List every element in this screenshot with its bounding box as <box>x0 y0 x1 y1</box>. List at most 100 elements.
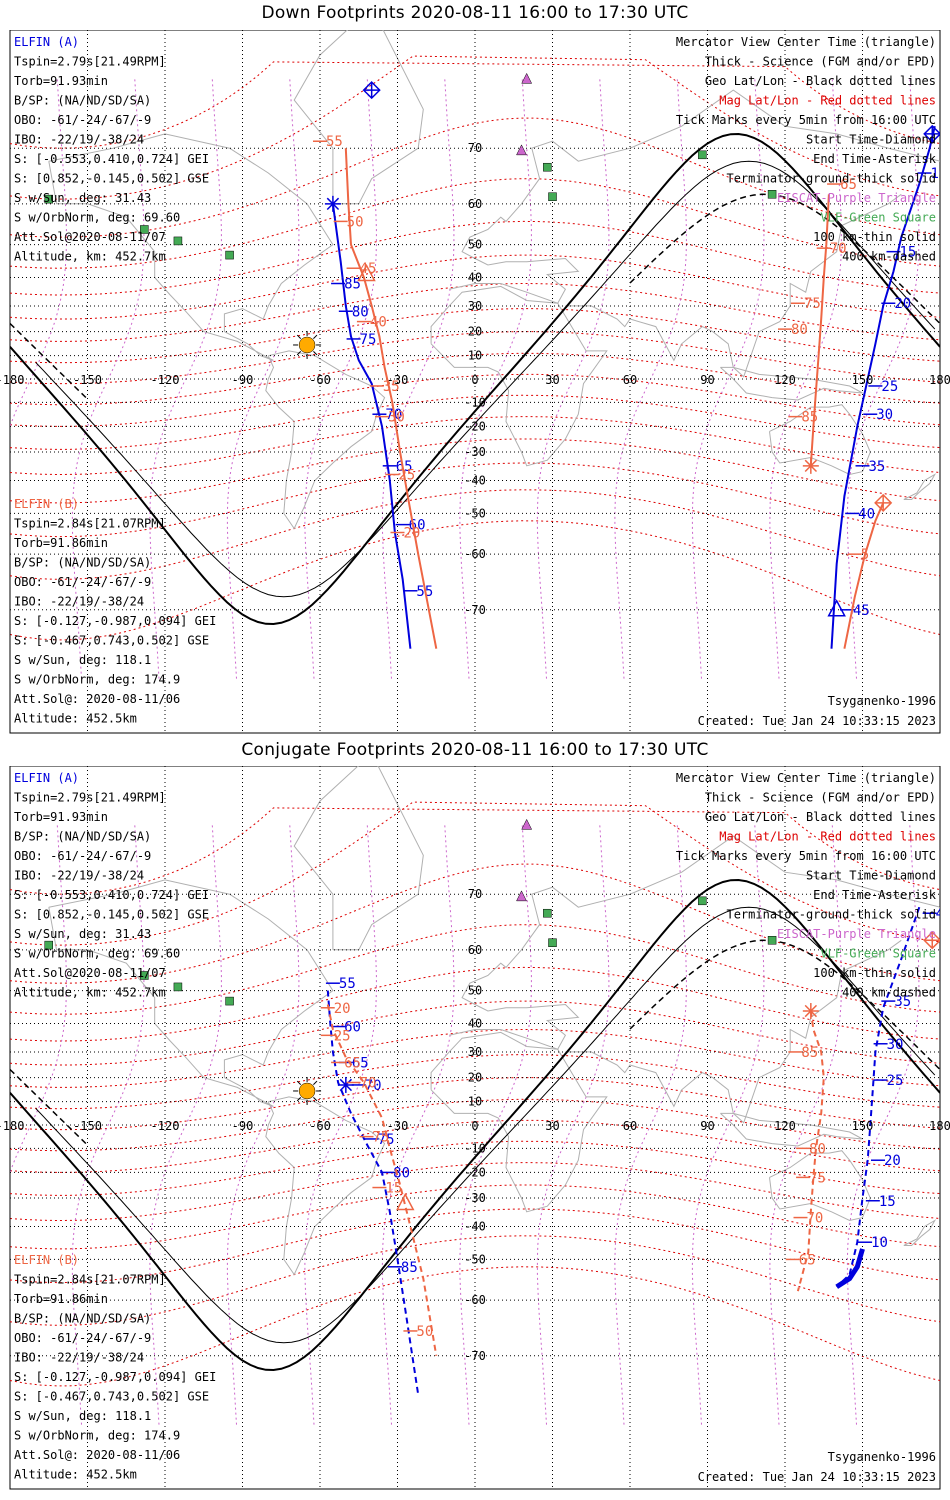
elfin-a-heading: ELFIN (A) <box>14 771 79 785</box>
coastline <box>720 366 863 401</box>
tick-label: 10 <box>931 166 948 182</box>
map-content: 5560657075808520256570751550403530252015… <box>10 766 950 1489</box>
mag-lat-line <box>10 807 940 895</box>
lat-tick-label: -30 <box>464 445 486 459</box>
tick-label: 65 <box>396 459 413 475</box>
lat-tick-label: -60 <box>464 547 486 561</box>
tick-label: 25 <box>334 1028 351 1044</box>
start-diamond-icon <box>874 493 893 512</box>
sun-ray <box>296 350 302 356</box>
start-diamond-icon <box>362 81 381 100</box>
mag-lon-line <box>846 79 920 679</box>
map-content: 8580757065605555504540353025201015202530… <box>10 30 948 733</box>
vlf-station-icon <box>140 225 149 234</box>
vlf-station-icon <box>140 971 149 980</box>
mag-lon-line <box>226 825 300 1425</box>
track-path <box>836 906 921 1288</box>
lon-tick-label: 0 <box>471 1119 478 1133</box>
elfin-b-info-line: S: [-0.127,-0.987,0.094] GEI <box>14 614 216 628</box>
legend-line: 400 km-dashed <box>842 250 936 264</box>
lat-tick-label: -50 <box>464 506 486 520</box>
tick-label: 70 <box>830 241 847 257</box>
terminator-ground <box>10 878 940 1372</box>
mag-lat-line <box>10 1028 940 1088</box>
vlf-station-icon <box>698 150 707 160</box>
tick-label: 80 <box>352 304 369 320</box>
lat-tick-label: -20 <box>464 1165 486 1179</box>
lat-tick-label: 30 <box>468 1045 482 1059</box>
panel-title-down: Down Footprints 2020-08-11 16:00 to 17:3… <box>261 3 689 23</box>
legend-line: Mag Lat/Lon - Red dotted lines <box>719 830 936 844</box>
lon-tick-label: -60 <box>309 373 331 387</box>
center-triangle-icon <box>396 1192 415 1211</box>
elfin-a-info-line: Att.Sol@2020-08-11/07 <box>14 966 166 980</box>
elfin-b-heading: ELFIN (B) <box>14 1253 79 1267</box>
tick-label: 70 <box>807 1211 824 1227</box>
tick-label: 55 <box>326 134 343 150</box>
elfin-a-info-line: Tspin=2.79s[21.49RPM] <box>14 791 166 805</box>
track-path <box>326 990 420 1395</box>
terminator-ground <box>10 132 940 626</box>
elfin-a-info-line: Altitude, km: 452.7km <box>14 250 166 264</box>
lon-tick-label: 150 <box>852 1119 874 1133</box>
lon-tick-label: -150 <box>73 1119 102 1133</box>
asterisk-stroke <box>339 1078 353 1092</box>
mag-lon-line <box>536 825 610 1425</box>
tick-label: 85 <box>801 1045 818 1061</box>
elfin-a-info-line: IBO: -22/19/-38/24 <box>14 133 144 147</box>
elfin-b-info-line: S w/OrbNorm, deg: 174.9 <box>14 1429 180 1443</box>
sun-icon <box>293 330 322 359</box>
tick-label: 40 <box>370 315 387 331</box>
track-path <box>331 203 412 649</box>
sun-ray <box>313 334 318 339</box>
tick-label: 5 <box>861 547 869 563</box>
end-asterisk-icon <box>337 1076 354 1093</box>
lon-tick-label: 30 <box>545 1119 559 1133</box>
elfin-b-info-line: S w/Sun, deg: 118.1 <box>14 1409 151 1423</box>
tick-label: 50 <box>347 214 364 230</box>
coastline <box>430 1031 608 1213</box>
terminator-400km-west <box>10 1068 89 1146</box>
lat-tick-label: 70 <box>468 887 482 901</box>
track-elfin-b: 65 70 75 80 85 <box>778 177 857 474</box>
coastline <box>48 133 334 361</box>
tick-label: 25 <box>887 1073 904 1089</box>
sun-ray <box>313 1096 318 1102</box>
footer-model: Tsyganenko-1996 <box>828 1450 936 1464</box>
legend-line: Start Time-Diamond <box>806 869 936 883</box>
lon-tick-label: -120 <box>151 1119 180 1133</box>
tick-label: 65 <box>344 1055 361 1071</box>
tick-label: 30 <box>876 407 893 423</box>
mag-lat-line <box>10 61 940 149</box>
tick-label: 15 <box>879 1194 896 1210</box>
legend-line: End Time-Asterisk <box>813 152 937 166</box>
elfin-a-info-line: OBO: -61/-24/-67/-9 <box>14 849 151 863</box>
elfin-b-info-line: OBO: -61/-24/-67/-9 <box>14 575 151 589</box>
center-triangle-icon <box>827 599 846 617</box>
lon-tick-label: 60 <box>623 373 637 387</box>
lon-tick-label: 90 <box>700 373 714 387</box>
track-elfin-b: 85 80 75 70 65 <box>785 931 940 1292</box>
legend-line: Geo Lat/Lon - Black dotted lines <box>705 810 936 824</box>
tick-label: 20 <box>404 526 421 542</box>
mag-lat-line <box>10 1208 940 1284</box>
track-path <box>796 1010 825 1292</box>
vlf-station-icon <box>548 938 557 947</box>
mag-lat-line <box>10 55 940 200</box>
elfin-a-info-line: S w/Sun, deg: 31.43 <box>14 191 151 205</box>
vlf-station-icon <box>44 194 53 204</box>
track-elfin-a: 10 15 20 25 30 35 40 45 <box>827 124 948 649</box>
terminator-400km-west <box>10 322 89 400</box>
lon-tick-label: 150 <box>852 373 874 387</box>
info-text: ELFIN (A) Tspin=2.79s[21.49RPM] Torb=91.93… <box>14 35 937 728</box>
tick-label: 85 <box>344 277 361 293</box>
elfin-a-info-line: S w/OrbNorm, deg: 69.60 <box>14 211 180 225</box>
tick-label: 75 <box>373 1130 390 1146</box>
end-asterisk-icon <box>802 1003 819 1020</box>
mag-lat-line <box>10 489 940 580</box>
tick-label: 40 <box>936 906 950 922</box>
tick-label: 15 <box>385 1181 402 1197</box>
track-path <box>830 125 936 649</box>
tick-label: 85 <box>801 410 818 426</box>
asterisk-stroke <box>804 459 818 473</box>
